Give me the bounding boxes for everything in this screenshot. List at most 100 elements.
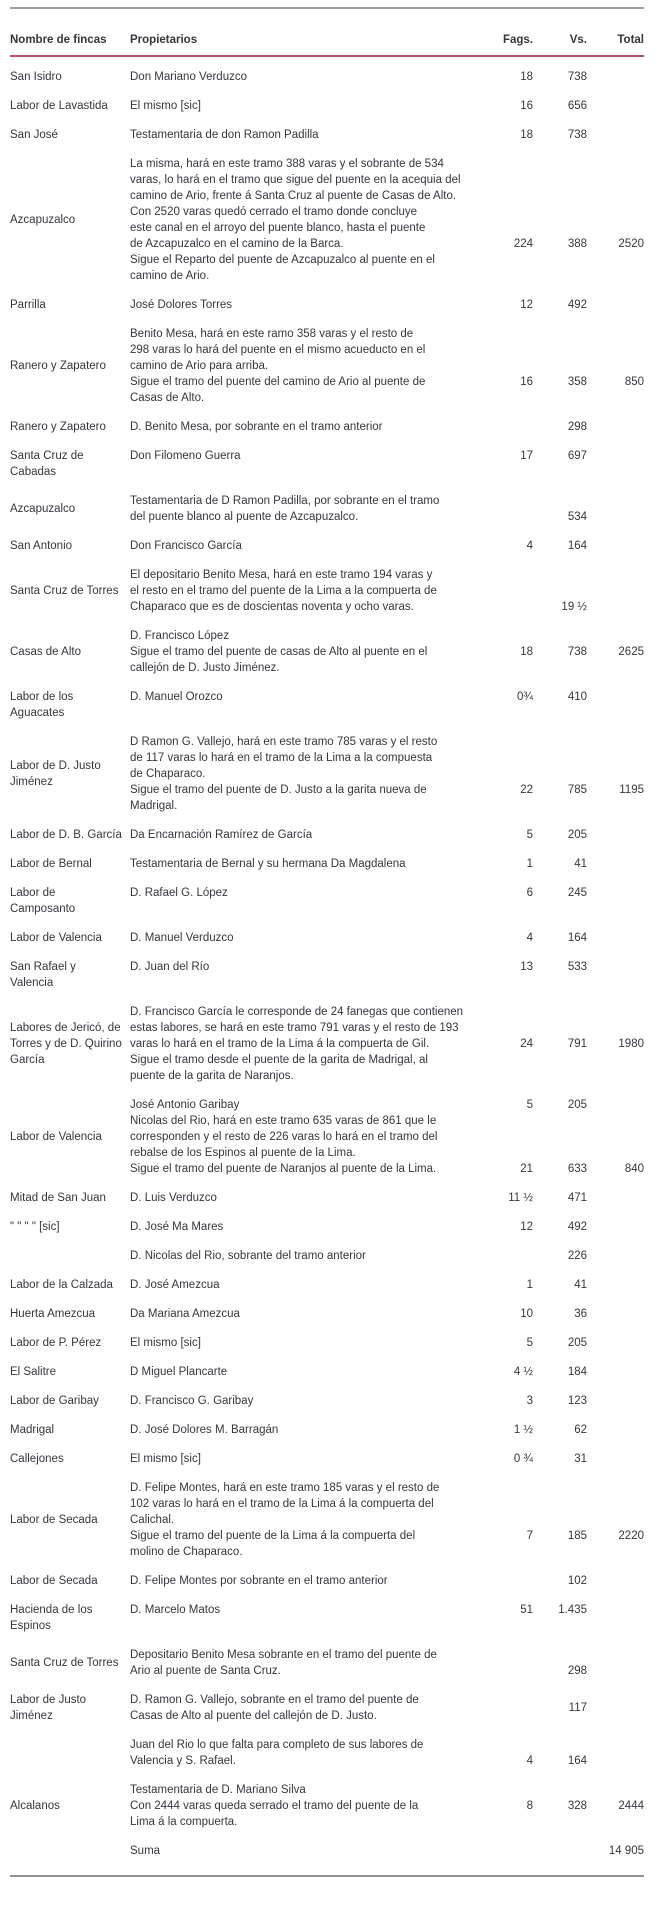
row-content: D. Juan del Río 13 533	[130, 959, 644, 991]
row-segment: Sigue el Reparto del puente de Azcapuzal…	[130, 252, 644, 284]
propietario-text: El mismo [sic]	[130, 1452, 201, 1465]
table-row: Labor de D. B. García Da Encarnación Ramí…	[10, 820, 644, 849]
vs-value: 41	[574, 857, 587, 870]
total-value: 2625	[618, 645, 644, 658]
propietario-text: Testamentaria de don Ramon Padilla	[130, 128, 319, 141]
table-row: Labor de Lavastida El mismo [sic] 16 656	[10, 91, 644, 120]
fags-value: 4	[526, 931, 533, 944]
table-row: Labor de D. Justo Jiménez D Ramon G. Vall…	[10, 727, 644, 820]
row-segment: Don Mariano Verduzco 18 738	[130, 69, 644, 85]
table-row: Casas de Alto D. Francisco López Sigue el…	[10, 621, 644, 682]
row-segment: D Ramon G. Vallejo, hará en este tramo 7…	[130, 734, 644, 798]
propietario-text: Suma	[130, 1844, 161, 1857]
finca-name: Labor de los Aguacates	[10, 690, 74, 719]
finca-name: Labor de Lavastida	[10, 99, 108, 112]
vs-value: 164	[567, 539, 587, 552]
propietario-text: Don Mariano Verduzco	[130, 70, 247, 83]
finca-name: Santa Cruz de Torres	[10, 584, 119, 597]
table-row: Juan del Rio lo que falta para completo …	[10, 1730, 644, 1775]
row-content: El depositario Benito Mesa, hará en este…	[130, 567, 644, 615]
row-content: D. José Amezcua 1 41	[130, 1277, 644, 1293]
vs-value: 41	[574, 1278, 587, 1291]
row-segment: D. Felipe Montes, hará en este tramo 185…	[130, 1480, 644, 1544]
row-segment: D. Francisco García le corresponde de 24…	[130, 1004, 644, 1052]
finca-name: Labor de Valencia	[10, 931, 102, 944]
vs-value: 205	[567, 1098, 587, 1111]
total-value: 2444	[618, 1799, 644, 1812]
finca-name: Labor de la Calzada	[10, 1278, 113, 1291]
row-content: La misma, hará en este tramo 388 varas y…	[130, 156, 644, 284]
table-row: Labor de Garibay D. Francisco G. Garibay 3…	[10, 1386, 644, 1415]
row-segment: D. Felipe Montes por sobrante en el tram…	[130, 1573, 644, 1589]
row-content: Testamentaria de don Ramon Padilla 18 738	[130, 127, 644, 143]
finca-name: Santa Cruz de Torres	[10, 1656, 119, 1669]
propietario-text: D. José Amezcua	[130, 1278, 220, 1291]
fags-value: 5	[526, 1336, 533, 1349]
table-row: Labor de la Calzada D. José Amezcua 1 41	[10, 1270, 644, 1299]
finca-name: Santa Cruz de Cabadas	[10, 449, 84, 478]
fags-value: 0¾	[517, 690, 533, 703]
row-segment: Testamentaria de don Ramon Padilla 18 738	[130, 127, 644, 143]
vs-value: 328	[567, 1799, 587, 1812]
finca-name: San Rafael y Valencia	[10, 960, 76, 989]
vs-value: 164	[567, 931, 587, 944]
propietario-text: D. José Dolores M. Barragán	[130, 1423, 279, 1436]
table-body: San Isidro Don Mariano Verduzco 18 738 Labor…	[10, 62, 644, 1865]
row-content: Testamentaria de D Ramon Padilla, por so…	[130, 493, 644, 525]
row-segment: Casas de Alto.	[130, 390, 644, 406]
propietario-text: Depositario Benito Mesa sobrante en el t…	[130, 1648, 437, 1677]
propietario-text: D. Manuel Orozco	[130, 690, 223, 703]
fags-value: 18	[520, 645, 533, 658]
finca-name: Labor de Bernal	[10, 857, 92, 870]
propietario-text: D. Ramon G. Vallejo, sobrante en el tram…	[130, 1693, 419, 1722]
table-row: San Isidro Don Mariano Verduzco 18 738	[10, 62, 644, 91]
fags-value: 8	[526, 1799, 533, 1812]
fags-value: 1	[526, 1278, 533, 1291]
fags-value: 6	[526, 886, 533, 899]
header-total: Total	[617, 34, 644, 46]
header-nombre-de-fincas: Nombre de fincas	[10, 34, 107, 46]
row-segment: Lima á la compuerta.	[130, 1814, 644, 1830]
table-row: Labor de Valencia D. Manuel Verduzco 4 164	[10, 923, 644, 952]
row-content: Don Francisco García 4 164	[130, 538, 644, 554]
finca-name: Mitad de San Juan	[10, 1191, 106, 1204]
finca-name: Labor de Justo Jiménez	[10, 1693, 87, 1722]
row-segment: callejón de D. Justo Jiménez.	[130, 660, 644, 676]
table-row: Labor de Secada D. Felipe Montes, hará en…	[10, 1473, 644, 1566]
header-vs: Vs.	[569, 34, 587, 46]
propietario-text: José Dolores Torres	[130, 298, 233, 311]
table-row: D. Nicolas del Rio, sobrante del tramo a…	[10, 1241, 644, 1270]
propietario-text: El mismo [sic]	[130, 1336, 201, 1349]
propietario-text: D. Felipe Montes por sobrante en el tram…	[130, 1574, 388, 1587]
finca-name: Labor de D. Justo Jiménez	[10, 759, 101, 788]
propietario-text: El depositario Benito Mesa, hará en este…	[130, 568, 437, 613]
finca-name: San Antonio	[10, 539, 73, 552]
fags-value: 12	[520, 1220, 533, 1233]
finca-name: Casas de Alto	[10, 645, 81, 658]
propietario-text: Madrigal.	[130, 799, 178, 812]
table-header: Nombre de fincas Propietarios Fags. Vs. …	[10, 32, 644, 48]
row-segment: Testamentaria de D Ramon Padilla, por so…	[130, 493, 644, 525]
row-segment: D. Ramon G. Vallejo, sobrante en el tram…	[130, 1692, 644, 1724]
finca-name: Azcapuzalco	[10, 213, 76, 226]
finca-name: Ranero y Zapatero	[10, 359, 106, 372]
fags-value: 17	[520, 449, 533, 462]
row-content: Da Encarnación Ramírez de García 5 205	[130, 827, 644, 843]
row-segment: D. Francisco G. Garibay 3 123	[130, 1393, 644, 1409]
propietario-text: D. Manuel Verduzco	[130, 931, 234, 944]
row-segment: José Dolores Torres 12 492	[130, 297, 644, 313]
finca-name: Madrigal	[10, 1423, 55, 1436]
row-segment: D. Manuel Verduzco 4 164	[130, 930, 644, 946]
propietario-text: D. Benito Mesa, por sobrante en el tramo…	[130, 420, 383, 433]
propietario-text: Lima á la compuerta.	[130, 1815, 238, 1828]
vs-value: 738	[567, 128, 587, 141]
propietario-text: Nicolas del Rio, hará en este tramo 635 …	[130, 1114, 438, 1175]
vs-value: 298	[567, 420, 587, 433]
table-row: San Antonio Don Francisco García 4 164	[10, 531, 644, 560]
finca-name: Huerta Amezcua	[10, 1307, 96, 1320]
propietario-text: El mismo [sic]	[130, 99, 201, 112]
vs-value: 184	[567, 1365, 587, 1378]
fags-value: 4	[526, 1754, 533, 1767]
propietario-text: D. Marcelo Matos	[130, 1603, 221, 1616]
